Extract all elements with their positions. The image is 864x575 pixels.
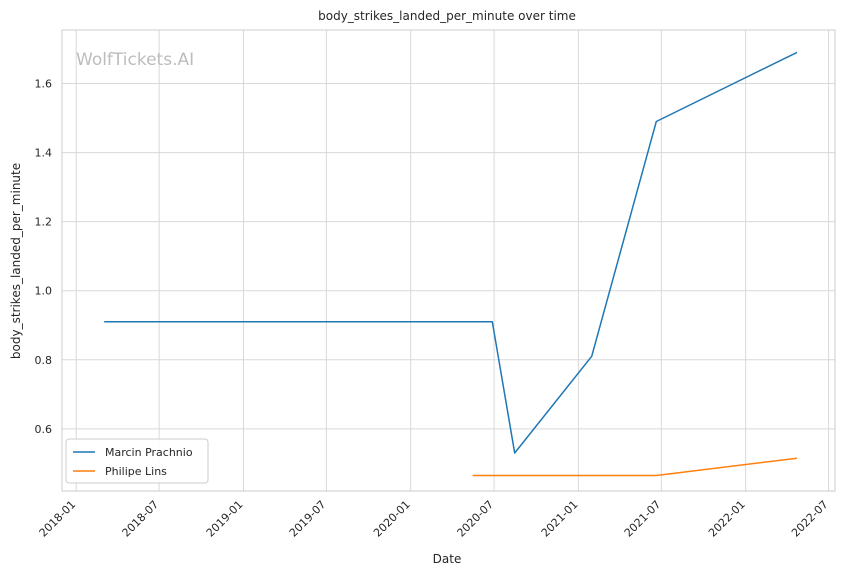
x-tick-label: 2020-01 bbox=[371, 498, 413, 540]
x-tick-label: 2019-07 bbox=[287, 498, 329, 540]
watermark: WolfTickets.AI bbox=[76, 50, 194, 70]
y-tick-label: 1.6 bbox=[35, 78, 53, 91]
series-layer bbox=[104, 51, 798, 477]
y-axis-label: body_strikes_landed_per_minute bbox=[9, 163, 23, 359]
y-tick-label: 0.6 bbox=[35, 423, 53, 436]
x-tick-labels: 2018-01 2018-07 2019-01 2019-07 2020-01 2020-… bbox=[37, 498, 831, 540]
y-tick-label: 1.4 bbox=[35, 147, 53, 160]
series-line-1 bbox=[472, 457, 798, 477]
plot-area bbox=[61, 29, 836, 492]
y-tick-labels: 0.6 0.8 1.0 1.2 1.4 1.6 bbox=[35, 78, 53, 436]
x-tick-label: 2021-01 bbox=[539, 498, 581, 540]
x-gridlines bbox=[75, 30, 830, 491]
y-tick-label: 1.0 bbox=[35, 285, 53, 298]
legend-label: Philipe Lins bbox=[105, 465, 167, 478]
y-tick-label: 1.2 bbox=[35, 216, 53, 229]
y-gridlines bbox=[62, 83, 835, 430]
chart-title: body_strikes_landed_per_minute over time bbox=[318, 9, 576, 23]
y-tick-label: 0.8 bbox=[35, 354, 53, 367]
series-line-0 bbox=[104, 51, 798, 454]
x-tick-label: 2022-01 bbox=[706, 498, 748, 540]
legend-label: Marcin Prachnio bbox=[105, 446, 193, 459]
x-tick-label: 2018-01 bbox=[37, 498, 79, 540]
legend: Marcin Prachnio Philipe Lins bbox=[65, 438, 209, 484]
x-tick-label: 2022-07 bbox=[789, 498, 831, 540]
x-axis-label: Date bbox=[433, 552, 462, 566]
x-tick-label: 2018-07 bbox=[120, 498, 162, 540]
x-tick-label: 2021-07 bbox=[622, 498, 664, 540]
x-tick-label: 2020-07 bbox=[455, 498, 497, 540]
legend-box bbox=[65, 438, 209, 484]
x-tick-label: 2019-01 bbox=[204, 498, 246, 540]
